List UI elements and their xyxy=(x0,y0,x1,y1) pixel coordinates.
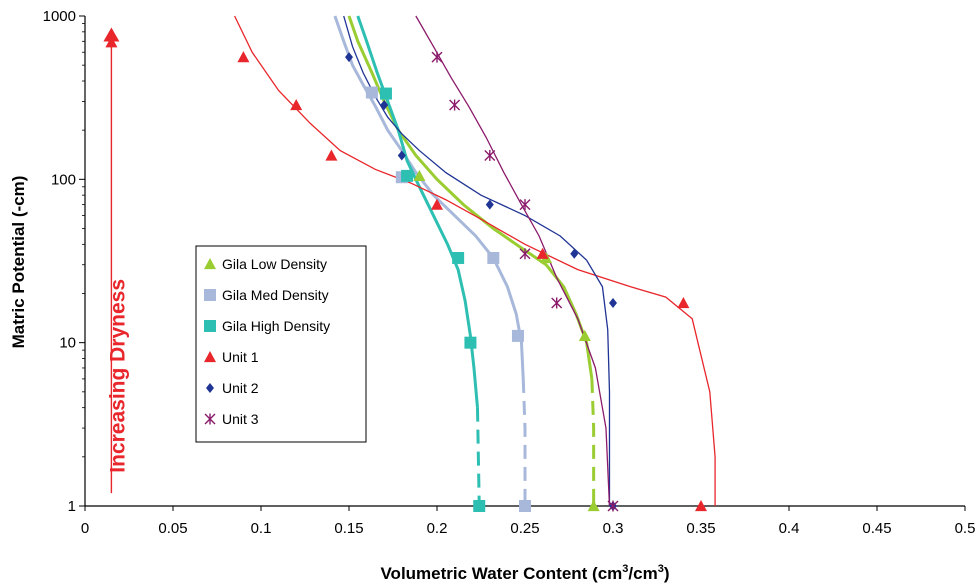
series-line xyxy=(333,15,525,379)
data-point xyxy=(578,329,591,342)
dryness-annotation: Increasing Dryness xyxy=(103,27,129,494)
data-point xyxy=(237,51,250,63)
data-point xyxy=(401,169,414,182)
data-point xyxy=(204,289,216,301)
data-point xyxy=(379,87,392,100)
series-line xyxy=(356,15,479,408)
x-tick-label: 0.5 xyxy=(955,520,976,537)
annotation-arrow-head xyxy=(103,27,120,42)
data-point xyxy=(570,248,579,259)
data-point xyxy=(485,199,494,210)
legend-entry-label: Gila High Density xyxy=(222,318,330,334)
data-point xyxy=(536,247,549,259)
data-point xyxy=(695,500,707,512)
data-point xyxy=(413,169,426,181)
y-tick-label: 1000 xyxy=(43,8,76,25)
data-point xyxy=(290,99,303,111)
x-tick-label: 0.4 xyxy=(779,520,800,537)
x-tick-label: 0.2 xyxy=(427,520,448,537)
data-point xyxy=(204,413,216,425)
data-point xyxy=(473,500,486,512)
data-point xyxy=(431,51,443,63)
data-point xyxy=(452,251,465,264)
legend-entry-label: Gila Med Density xyxy=(222,287,329,303)
data-point xyxy=(511,329,524,342)
series-line-dashed xyxy=(521,378,527,506)
series-markers xyxy=(105,36,707,512)
data-point xyxy=(380,100,389,111)
data-point xyxy=(204,320,216,332)
x-tick-label: 0.3 xyxy=(603,520,624,537)
data-point xyxy=(487,251,500,264)
legend-entry-label: Unit 3 xyxy=(222,411,259,427)
y-tick-label: 100 xyxy=(51,171,76,188)
data-point xyxy=(345,52,353,63)
x-tick-label: 0.15 xyxy=(334,520,363,537)
series-line xyxy=(234,15,716,506)
x-axis-title: Volumetric Water Content (cm3/cm3) xyxy=(380,563,669,583)
data-point xyxy=(397,150,406,161)
series-line xyxy=(343,15,611,506)
data-point xyxy=(519,199,531,211)
data-point xyxy=(587,500,600,512)
data-point xyxy=(484,149,496,161)
legend-box xyxy=(195,245,367,443)
series-line-dashed xyxy=(475,407,481,507)
data-point xyxy=(609,297,617,308)
data-point xyxy=(449,99,461,111)
data-point xyxy=(206,383,214,393)
series-line xyxy=(347,15,594,380)
series-line xyxy=(415,15,611,507)
x-tick-label: 0.05 xyxy=(158,520,187,537)
x-tick-label: 0.45 xyxy=(862,520,891,537)
y-axis-title: Matric Potential (-cm) xyxy=(9,176,28,349)
x-tick-label: 0.25 xyxy=(510,520,539,537)
data-point xyxy=(551,297,563,309)
legend-entry-label: Gila Low Density xyxy=(222,256,327,272)
data-point xyxy=(204,258,216,270)
annotation-text: Increasing Dryness xyxy=(106,279,129,473)
x-tick-label: 0.1 xyxy=(251,520,272,537)
y-tick-label: 1 xyxy=(68,498,76,515)
y-axis-ticks: 1 10 100 1000 xyxy=(43,8,85,515)
legend-entry-label: Unit 1 xyxy=(222,349,259,365)
data-point xyxy=(607,500,619,512)
data-point xyxy=(204,351,216,363)
x-axis-ticks: 0 0.05 0.1 0.15 0.2 0.25 0.3 0.35 0.4 0.45 0.5 xyxy=(81,506,976,537)
series-curves xyxy=(234,15,716,507)
data-point xyxy=(464,336,477,349)
data-point xyxy=(519,248,531,260)
x-tick-label: 0.35 xyxy=(686,520,715,537)
y-tick-label: 10 xyxy=(59,335,76,352)
data-point xyxy=(677,296,690,309)
data-point xyxy=(519,500,531,512)
data-point xyxy=(325,149,338,161)
data-point xyxy=(365,86,378,99)
data-point xyxy=(431,198,443,210)
series-line-dashed xyxy=(590,378,596,506)
legend-entry-label: Unit 2 xyxy=(222,380,259,396)
legend: Gila Low Density Gila Med Density Gila Hig… xyxy=(195,245,367,443)
x-tick-label: 0 xyxy=(81,520,89,537)
